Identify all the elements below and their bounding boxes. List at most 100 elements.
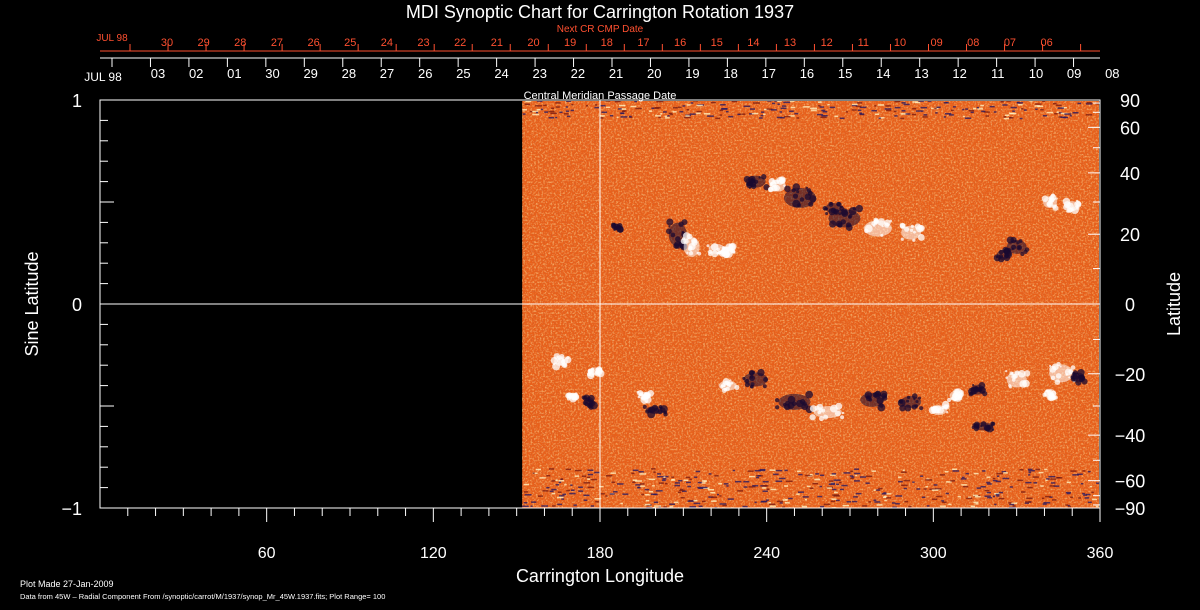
- active-region-speck: [550, 356, 558, 365]
- active-region-speck: [801, 403, 809, 411]
- active-region-speck: [959, 392, 964, 397]
- next-date-label: 25: [344, 37, 356, 49]
- top-date-label: 23: [532, 66, 546, 81]
- top-date-label: 17: [762, 66, 776, 81]
- active-region-speck: [1055, 373, 1062, 379]
- y-right-tick-label: −90: [1115, 499, 1146, 519]
- active-region-speck: [833, 209, 838, 215]
- active-region-speck: [809, 195, 817, 203]
- active-region-speck: [917, 226, 923, 231]
- active-region-speck: [673, 243, 680, 249]
- next-date-label: 30: [161, 37, 173, 49]
- active-region-speck: [721, 246, 726, 250]
- active-region-speck: [792, 183, 801, 191]
- active-region-speck: [560, 359, 566, 365]
- active-region-speck: [757, 368, 765, 377]
- top-date-label: 01: [227, 66, 241, 81]
- active-region-speck: [725, 246, 731, 251]
- active-region-speck: [668, 225, 671, 228]
- active-region-speck: [985, 424, 994, 433]
- active-region-speck: [1011, 372, 1014, 375]
- active-region-speck: [998, 249, 1004, 255]
- active-region-speck: [707, 249, 713, 254]
- active-region-speck: [1070, 365, 1076, 370]
- x-tick-label: 120: [420, 545, 447, 562]
- active-region-speck: [973, 425, 979, 432]
- next-date-label: 11: [858, 37, 869, 49]
- active-region-speck: [953, 388, 960, 396]
- active-region-speck: [1011, 378, 1016, 382]
- active-region-speck: [797, 203, 802, 208]
- top-date-label: 21: [609, 66, 623, 81]
- next-date-label: 28: [234, 37, 246, 49]
- active-region-speck: [847, 215, 852, 219]
- active-region-speck: [566, 355, 570, 360]
- active-region-speck: [980, 421, 987, 427]
- magnetogram-field: [522, 101, 1099, 508]
- top-date-label: 24: [494, 66, 508, 81]
- active-region-speck: [877, 218, 886, 226]
- active-region-speck: [1049, 197, 1055, 203]
- active-region-speck: [683, 238, 689, 244]
- active-region-speck: [872, 392, 878, 398]
- active-region-speck: [906, 395, 911, 400]
- active-region-speck: [581, 395, 586, 400]
- data-source-note: Data from 45W – Radial Component From /s…: [20, 592, 386, 601]
- active-region-speck: [1066, 209, 1070, 213]
- active-region-speck: [774, 405, 780, 410]
- active-region-speck: [571, 397, 575, 401]
- next-date-label: 29: [198, 37, 210, 49]
- active-region-speck: [980, 424, 983, 428]
- active-region-speck: [1070, 375, 1074, 379]
- y-right-tick-label: −40: [1115, 426, 1146, 446]
- active-region-speck: [678, 221, 684, 227]
- active-region-speck: [838, 212, 842, 216]
- active-region-speck: [792, 193, 799, 199]
- active-region-speck: [1019, 380, 1027, 388]
- top-date-label: 18: [723, 66, 737, 81]
- active-region-speck: [852, 206, 857, 211]
- active-region-speck: [772, 179, 775, 182]
- active-region-speck: [1052, 204, 1057, 209]
- active-region-speck: [845, 224, 853, 232]
- y-right-tick-label: 20: [1120, 225, 1140, 245]
- next-date-label: 22: [454, 37, 466, 49]
- active-region-speck: [868, 397, 873, 402]
- active-region-speck: [947, 397, 952, 403]
- active-region-speck: [761, 174, 767, 180]
- active-region-speck: [1068, 376, 1071, 379]
- active-region-speck: [611, 222, 615, 227]
- next-date-label: 27: [271, 37, 283, 49]
- next-date-label: 21: [491, 37, 503, 49]
- active-region-speck: [1071, 208, 1075, 212]
- next-date-label: 23: [417, 37, 429, 49]
- active-region-speck: [613, 227, 617, 231]
- active-region-speck: [1020, 252, 1025, 257]
- active-region-speck: [670, 232, 676, 238]
- top-date-label: 26: [418, 66, 432, 81]
- active-region-speck: [825, 211, 829, 216]
- next-date-label: 24: [381, 37, 393, 49]
- active-region-speck: [686, 251, 689, 255]
- next-date-label: 06: [1040, 37, 1052, 49]
- y-right-tick-label: 60: [1120, 118, 1140, 138]
- active-region-speck: [906, 399, 910, 403]
- active-region-speck: [688, 251, 694, 256]
- top-date-label: 11: [991, 66, 1005, 81]
- active-region-speck: [840, 415, 845, 420]
- active-region-speck: [828, 208, 836, 216]
- active-region-speck: [557, 357, 561, 361]
- active-region-speck: [901, 225, 905, 229]
- active-region-speck: [774, 397, 780, 403]
- active-region-speck: [681, 237, 686, 241]
- active-region-speck: [835, 220, 843, 228]
- active-region-speck: [840, 219, 846, 225]
- active-region-speck: [711, 250, 719, 258]
- x-tick-label: 240: [753, 545, 780, 562]
- active-region-speck: [616, 224, 622, 230]
- active-region-speck: [972, 384, 975, 387]
- active-region-speck: [1005, 376, 1008, 379]
- top-date-label: 09: [1067, 66, 1081, 81]
- active-region-speck: [784, 185, 791, 193]
